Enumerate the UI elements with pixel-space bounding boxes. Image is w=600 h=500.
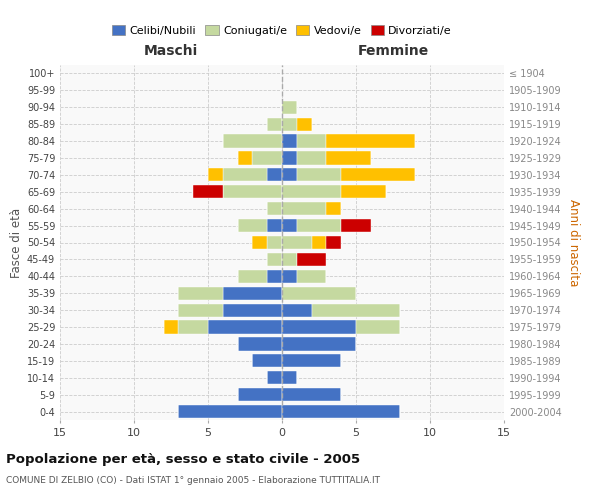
Bar xyxy=(326,236,341,249)
Bar xyxy=(282,185,341,198)
Bar xyxy=(223,168,267,181)
Bar xyxy=(311,304,400,316)
Bar xyxy=(238,152,253,164)
Bar xyxy=(297,152,326,164)
Bar xyxy=(238,219,267,232)
Bar xyxy=(326,152,371,164)
Bar xyxy=(282,118,297,131)
Bar xyxy=(208,168,223,181)
Bar xyxy=(223,304,282,316)
Bar xyxy=(311,236,326,249)
Bar xyxy=(178,405,282,418)
Bar xyxy=(164,320,178,334)
Bar xyxy=(282,100,297,114)
Bar xyxy=(178,320,208,334)
Bar xyxy=(282,388,341,401)
Bar xyxy=(208,320,282,334)
Bar xyxy=(267,270,282,283)
Bar xyxy=(297,219,341,232)
Bar xyxy=(267,236,282,249)
Bar xyxy=(341,185,386,198)
Bar xyxy=(178,304,223,316)
Bar xyxy=(267,118,282,131)
Bar xyxy=(297,253,326,266)
Text: Femmine: Femmine xyxy=(358,44,428,58)
Text: Popolazione per età, sesso e stato civile - 2005: Popolazione per età, sesso e stato civil… xyxy=(6,452,360,466)
Legend: Celibi/Nubili, Coniugati/e, Vedovi/e, Divorziati/e: Celibi/Nubili, Coniugati/e, Vedovi/e, Di… xyxy=(107,21,457,40)
Bar xyxy=(267,202,282,215)
Text: COMUNE DI ZELBIO (CO) - Dati ISTAT 1° gennaio 2005 - Elaborazione TUTTITALIA.IT: COMUNE DI ZELBIO (CO) - Dati ISTAT 1° ge… xyxy=(6,476,380,485)
Bar xyxy=(297,168,341,181)
Bar xyxy=(282,134,297,147)
Bar xyxy=(282,270,297,283)
Bar xyxy=(223,134,282,147)
Bar xyxy=(282,219,297,232)
Bar xyxy=(223,286,282,300)
Bar xyxy=(282,338,356,350)
Bar xyxy=(282,354,341,368)
Bar xyxy=(282,152,297,164)
Y-axis label: Fasce di età: Fasce di età xyxy=(10,208,23,278)
Bar xyxy=(341,168,415,181)
Bar xyxy=(282,320,356,334)
Bar xyxy=(267,168,282,181)
Bar xyxy=(193,185,223,198)
Bar xyxy=(238,270,267,283)
Bar xyxy=(297,270,326,283)
Bar xyxy=(253,354,282,368)
Bar xyxy=(282,168,297,181)
Bar xyxy=(356,320,400,334)
Text: Maschi: Maschi xyxy=(144,44,198,58)
Bar xyxy=(297,134,326,147)
Bar xyxy=(326,134,415,147)
Bar xyxy=(282,253,297,266)
Bar xyxy=(223,185,282,198)
Bar xyxy=(297,118,311,131)
Bar xyxy=(326,202,341,215)
Bar xyxy=(253,236,267,249)
Bar xyxy=(282,304,311,316)
Bar xyxy=(282,371,297,384)
Bar xyxy=(282,202,326,215)
Bar xyxy=(253,152,282,164)
Bar xyxy=(267,371,282,384)
Bar xyxy=(341,219,371,232)
Bar xyxy=(267,253,282,266)
Bar xyxy=(282,405,400,418)
Bar xyxy=(238,388,282,401)
Bar xyxy=(282,236,311,249)
Bar xyxy=(178,286,223,300)
Y-axis label: Anni di nascita: Anni di nascita xyxy=(567,199,580,286)
Bar xyxy=(238,338,282,350)
Bar xyxy=(267,219,282,232)
Bar xyxy=(282,286,356,300)
